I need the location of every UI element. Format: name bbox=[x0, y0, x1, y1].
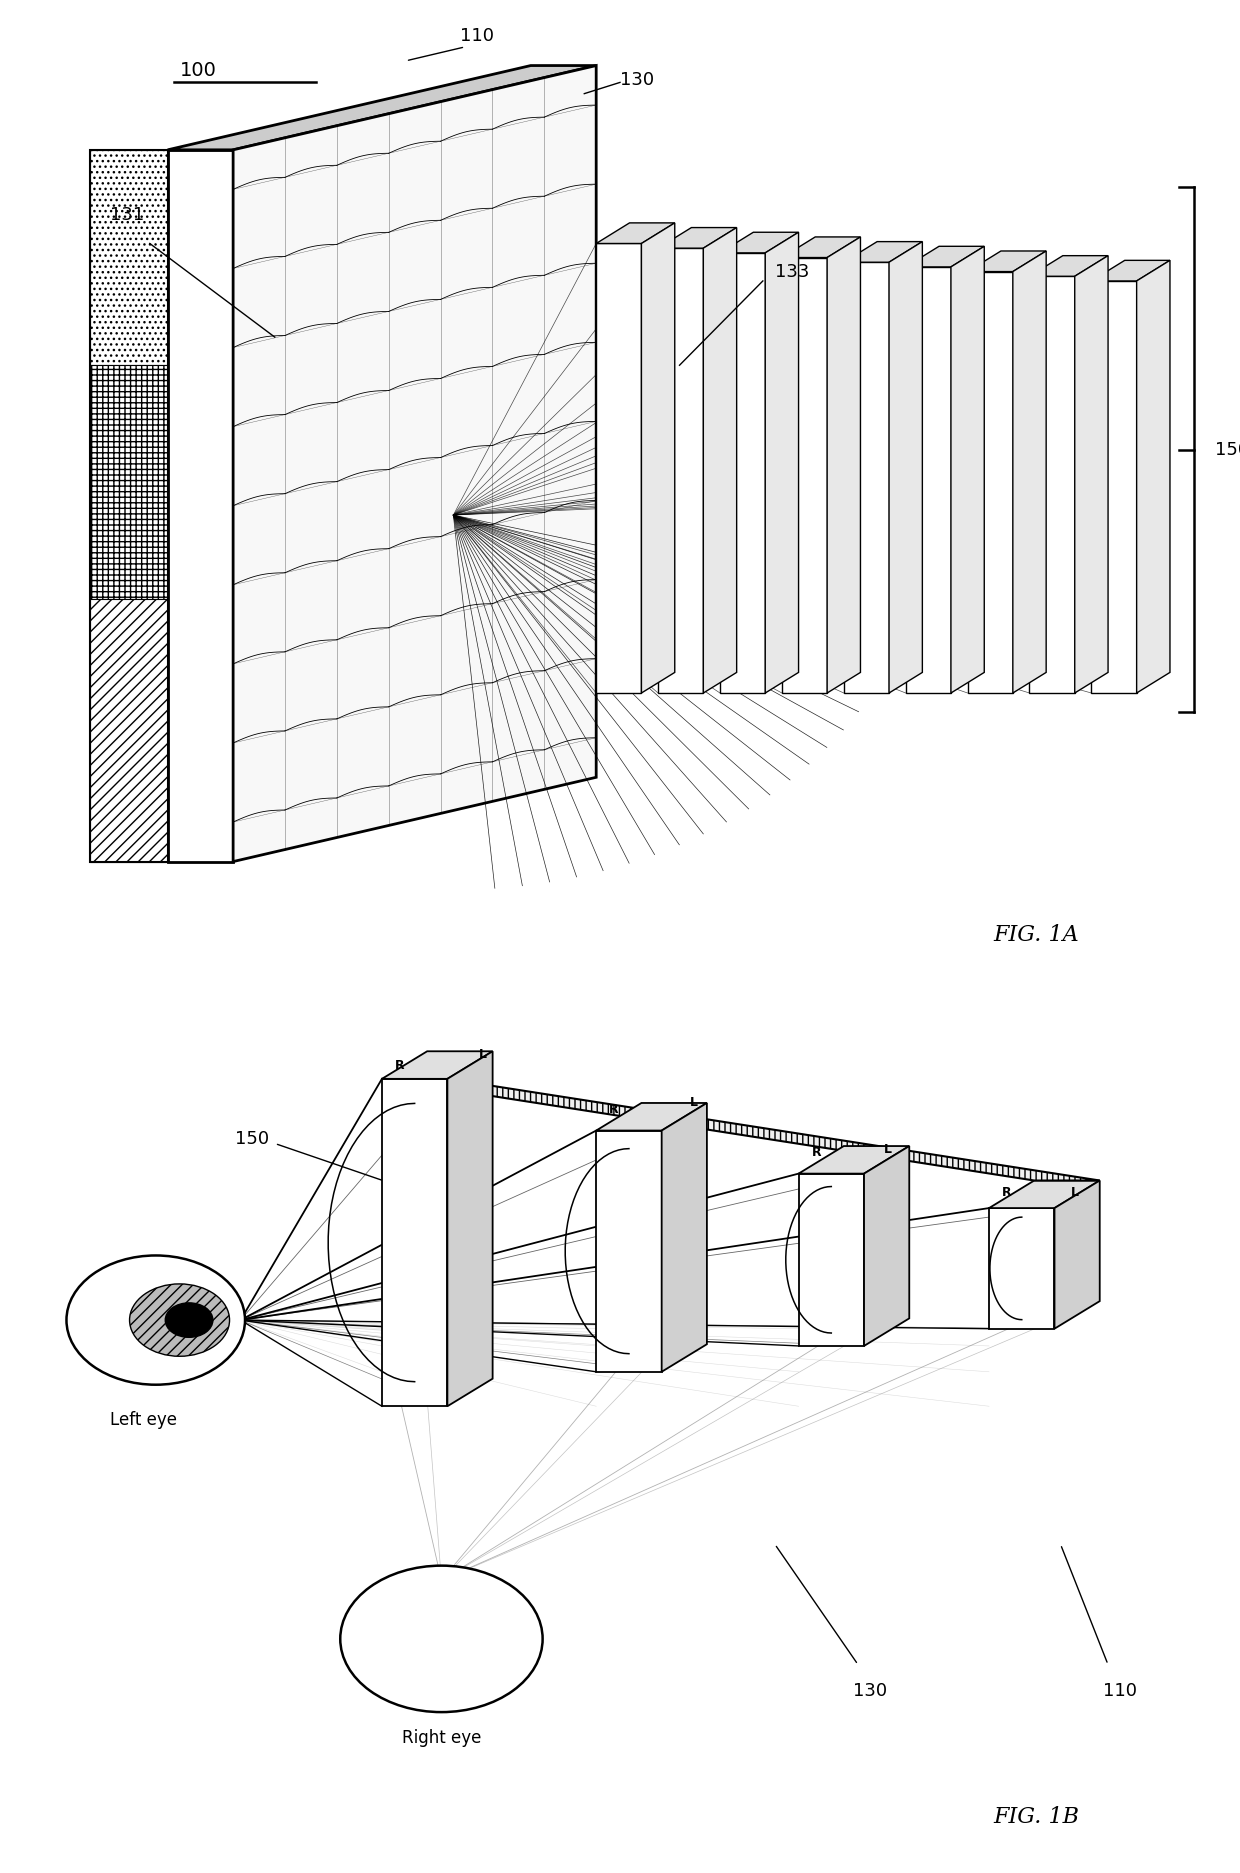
Polygon shape bbox=[382, 1051, 492, 1079]
Text: 150: 150 bbox=[234, 1129, 269, 1148]
Text: 150: 150 bbox=[1215, 440, 1240, 459]
Text: Left eye: Left eye bbox=[110, 1410, 177, 1429]
Polygon shape bbox=[1013, 251, 1047, 693]
Polygon shape bbox=[658, 249, 703, 693]
Circle shape bbox=[165, 1304, 213, 1337]
Polygon shape bbox=[91, 150, 167, 365]
Polygon shape bbox=[765, 232, 799, 693]
Circle shape bbox=[340, 1566, 543, 1712]
Text: 133: 133 bbox=[775, 262, 810, 281]
Polygon shape bbox=[990, 1208, 1054, 1328]
Polygon shape bbox=[905, 268, 951, 693]
Text: 100: 100 bbox=[180, 60, 217, 79]
Text: 110: 110 bbox=[1102, 1682, 1137, 1701]
Polygon shape bbox=[799, 1146, 909, 1174]
Polygon shape bbox=[905, 247, 985, 268]
Polygon shape bbox=[843, 262, 889, 693]
Polygon shape bbox=[662, 1103, 707, 1371]
Polygon shape bbox=[167, 150, 233, 862]
Polygon shape bbox=[1029, 275, 1075, 693]
Polygon shape bbox=[596, 1131, 662, 1371]
Polygon shape bbox=[1091, 281, 1137, 693]
Text: L: L bbox=[689, 1096, 698, 1109]
Circle shape bbox=[129, 1283, 229, 1356]
Polygon shape bbox=[596, 223, 675, 243]
Text: L: L bbox=[1070, 1186, 1079, 1199]
Text: L: L bbox=[884, 1143, 892, 1156]
Text: FIG. 1B: FIG. 1B bbox=[993, 1806, 1080, 1828]
Text: R: R bbox=[1002, 1186, 1012, 1199]
Polygon shape bbox=[658, 229, 737, 249]
Polygon shape bbox=[1091, 260, 1171, 281]
Polygon shape bbox=[827, 238, 861, 693]
Polygon shape bbox=[782, 238, 861, 257]
Polygon shape bbox=[843, 242, 923, 262]
Polygon shape bbox=[1137, 260, 1171, 693]
Polygon shape bbox=[596, 1103, 707, 1131]
Text: 130: 130 bbox=[620, 71, 655, 88]
Text: 131: 131 bbox=[109, 206, 144, 225]
Polygon shape bbox=[233, 66, 596, 862]
Polygon shape bbox=[382, 1079, 448, 1407]
Text: R: R bbox=[812, 1146, 821, 1159]
Polygon shape bbox=[91, 599, 167, 862]
Polygon shape bbox=[782, 257, 827, 693]
Polygon shape bbox=[448, 1051, 492, 1407]
Text: FIG. 1A: FIG. 1A bbox=[993, 923, 1080, 946]
Polygon shape bbox=[799, 1174, 864, 1347]
Polygon shape bbox=[990, 1180, 1100, 1208]
Polygon shape bbox=[1029, 255, 1109, 275]
Text: L: L bbox=[479, 1049, 487, 1062]
Polygon shape bbox=[91, 365, 167, 599]
Polygon shape bbox=[641, 223, 675, 693]
Text: 130: 130 bbox=[853, 1682, 887, 1701]
Polygon shape bbox=[596, 243, 641, 693]
Text: Right eye: Right eye bbox=[402, 1729, 481, 1748]
Polygon shape bbox=[703, 229, 737, 693]
Polygon shape bbox=[864, 1146, 909, 1347]
Polygon shape bbox=[967, 272, 1013, 693]
Polygon shape bbox=[967, 251, 1047, 272]
Polygon shape bbox=[382, 1079, 1100, 1180]
Text: R: R bbox=[609, 1103, 619, 1116]
Polygon shape bbox=[889, 242, 923, 693]
Polygon shape bbox=[951, 247, 985, 693]
Circle shape bbox=[67, 1255, 246, 1384]
Text: R: R bbox=[396, 1060, 404, 1073]
Text: 110: 110 bbox=[460, 26, 495, 45]
Polygon shape bbox=[167, 66, 596, 150]
Polygon shape bbox=[1054, 1180, 1100, 1328]
Polygon shape bbox=[1075, 255, 1109, 693]
Polygon shape bbox=[720, 253, 765, 693]
Polygon shape bbox=[720, 232, 799, 253]
